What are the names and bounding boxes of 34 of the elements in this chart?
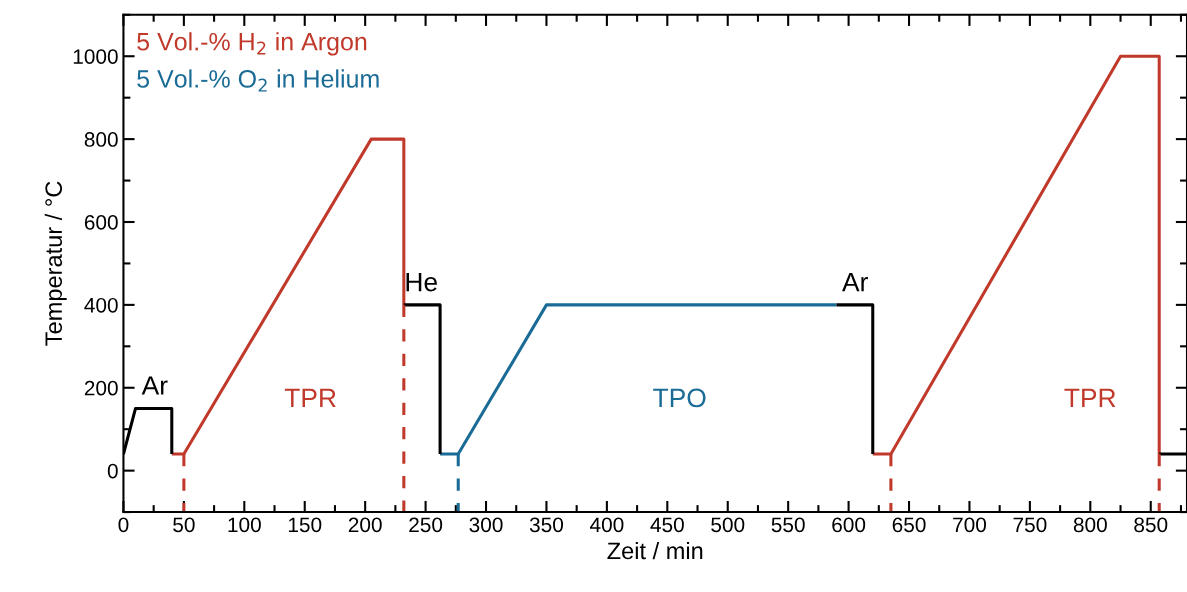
y-tick-label: 0 [107,463,118,479]
text: 5 Vol.-% H$_{2}$ in Argon [137,32,367,56]
x-axis-title: Zeit / min [607,541,703,560]
annotation: He [406,273,437,292]
text: 5 Vol.-% O$_{2}$ in Helium [137,69,379,92]
x-tick-label: 150 [288,517,322,533]
x-tick-label: 350 [529,517,564,533]
annotation: TPO [653,388,706,408]
annotation: TPR [1064,388,1116,408]
x-tick-label: 800 [1073,517,1107,533]
y-tick-label: 800 [84,132,118,147]
x-tick-label: 500 [711,517,745,533]
x-tick-label: 300 [469,517,503,533]
y-tick-label: 1000 [73,49,118,64]
x-tick-label: 50 [173,517,195,533]
x-tick-label: 450 [650,517,684,533]
x-tick-label: 750 [1013,517,1047,533]
x-tick-label: 400 [589,517,624,533]
y-axis-title: Temperatur / °C [44,181,67,346]
annotation: Ar [842,273,868,292]
x-tick-label: 850 [1134,517,1168,533]
y-tick-label: 200 [84,380,118,396]
x-tick-label: 700 [953,517,987,533]
x-tick-label: 0 [118,517,129,533]
y-tick-label: 600 [84,215,118,230]
x-tick-label: 550 [771,517,805,533]
x-tick-label: 200 [348,517,382,533]
y-tick-label: 400 [84,297,118,313]
x-tick-label: 250 [409,517,443,533]
x-tick-label: 650 [892,517,926,533]
x-tick-label: 600 [832,517,866,533]
annotation: Ar [141,376,168,395]
x-tick-label: 100 [228,517,261,533]
annotation: TPR [284,388,336,408]
